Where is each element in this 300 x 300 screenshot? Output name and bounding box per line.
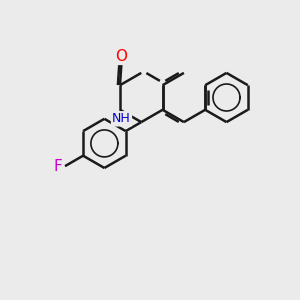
- Text: O: O: [116, 49, 128, 64]
- Text: F: F: [54, 159, 63, 174]
- Text: NH: NH: [112, 112, 131, 125]
